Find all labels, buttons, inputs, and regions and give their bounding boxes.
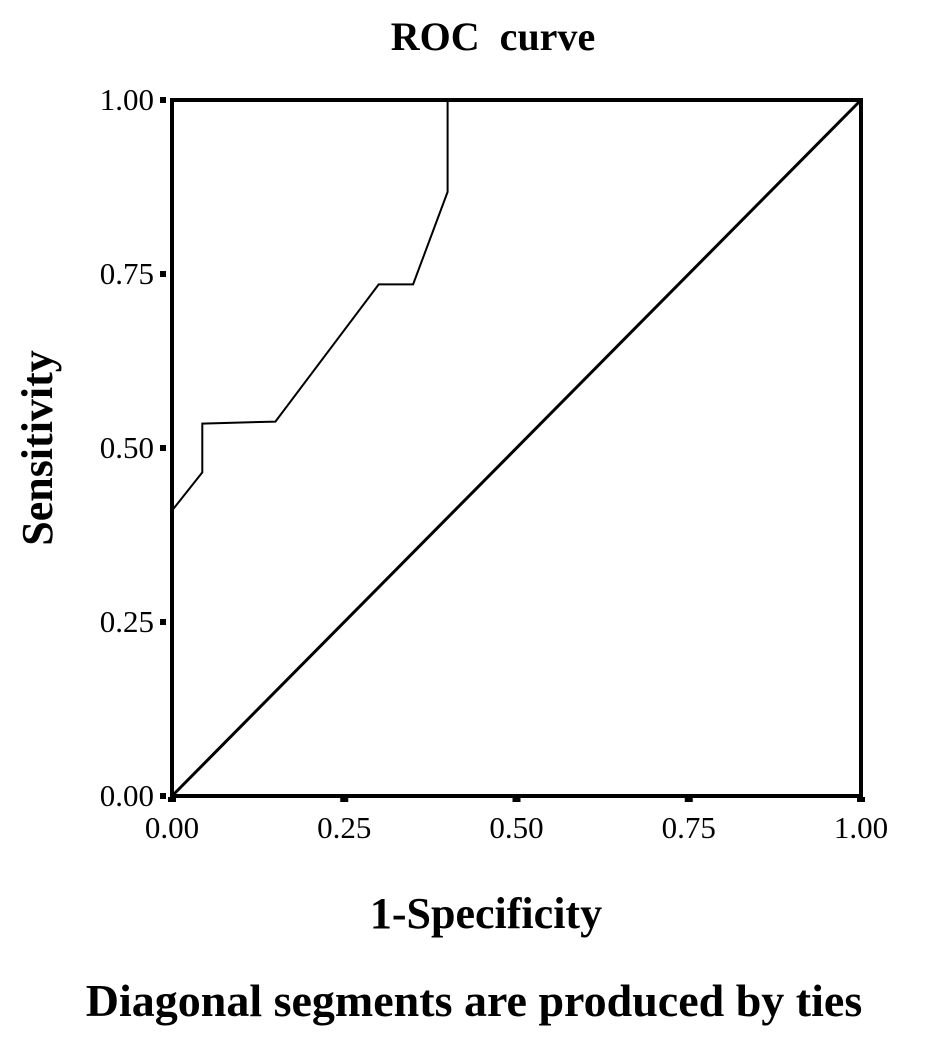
x-tick-label: 1.00 bbox=[834, 810, 888, 845]
y-tick-label: 1.00 bbox=[100, 82, 154, 117]
reference-diagonal-line bbox=[170, 98, 863, 798]
y-tick-label: 0.75 bbox=[100, 256, 154, 291]
x-tick-label: 0.50 bbox=[489, 810, 543, 845]
y-tick-label: 0.00 bbox=[100, 778, 154, 813]
roc-curve-line bbox=[171, 99, 861, 512]
y-axis-label: Sensitivity bbox=[13, 350, 62, 546]
y-tick-mark bbox=[160, 793, 166, 799]
footnote: Diagonal segments are produced by ties bbox=[86, 975, 862, 1026]
x-tick-label: 0.00 bbox=[145, 810, 199, 845]
y-tick-label: 0.25 bbox=[100, 604, 154, 639]
y-tick-mark bbox=[160, 271, 166, 277]
x-tick-mark bbox=[168, 797, 176, 802]
y-tick-mark bbox=[160, 619, 166, 625]
x-tick-mark bbox=[684, 797, 693, 802]
x-axis-label: 1-Specificity bbox=[370, 889, 602, 938]
x-tick-label: 0.75 bbox=[662, 810, 716, 845]
y-tick-mark bbox=[160, 97, 166, 103]
x-tick-label: 0.25 bbox=[317, 810, 371, 845]
y-tick-label: 0.50 bbox=[100, 430, 154, 465]
x-tick-mark bbox=[857, 797, 865, 802]
chart-title: ROC curve bbox=[391, 14, 595, 59]
x-tick-mark bbox=[340, 797, 349, 802]
x-tick-mark bbox=[512, 797, 521, 802]
plot-area: 0.00 0.25 0.50 0.75 1.00 0.00 0.25 0.50 0.75 1.00 bbox=[100, 82, 888, 845]
y-tick-mark bbox=[160, 445, 166, 451]
